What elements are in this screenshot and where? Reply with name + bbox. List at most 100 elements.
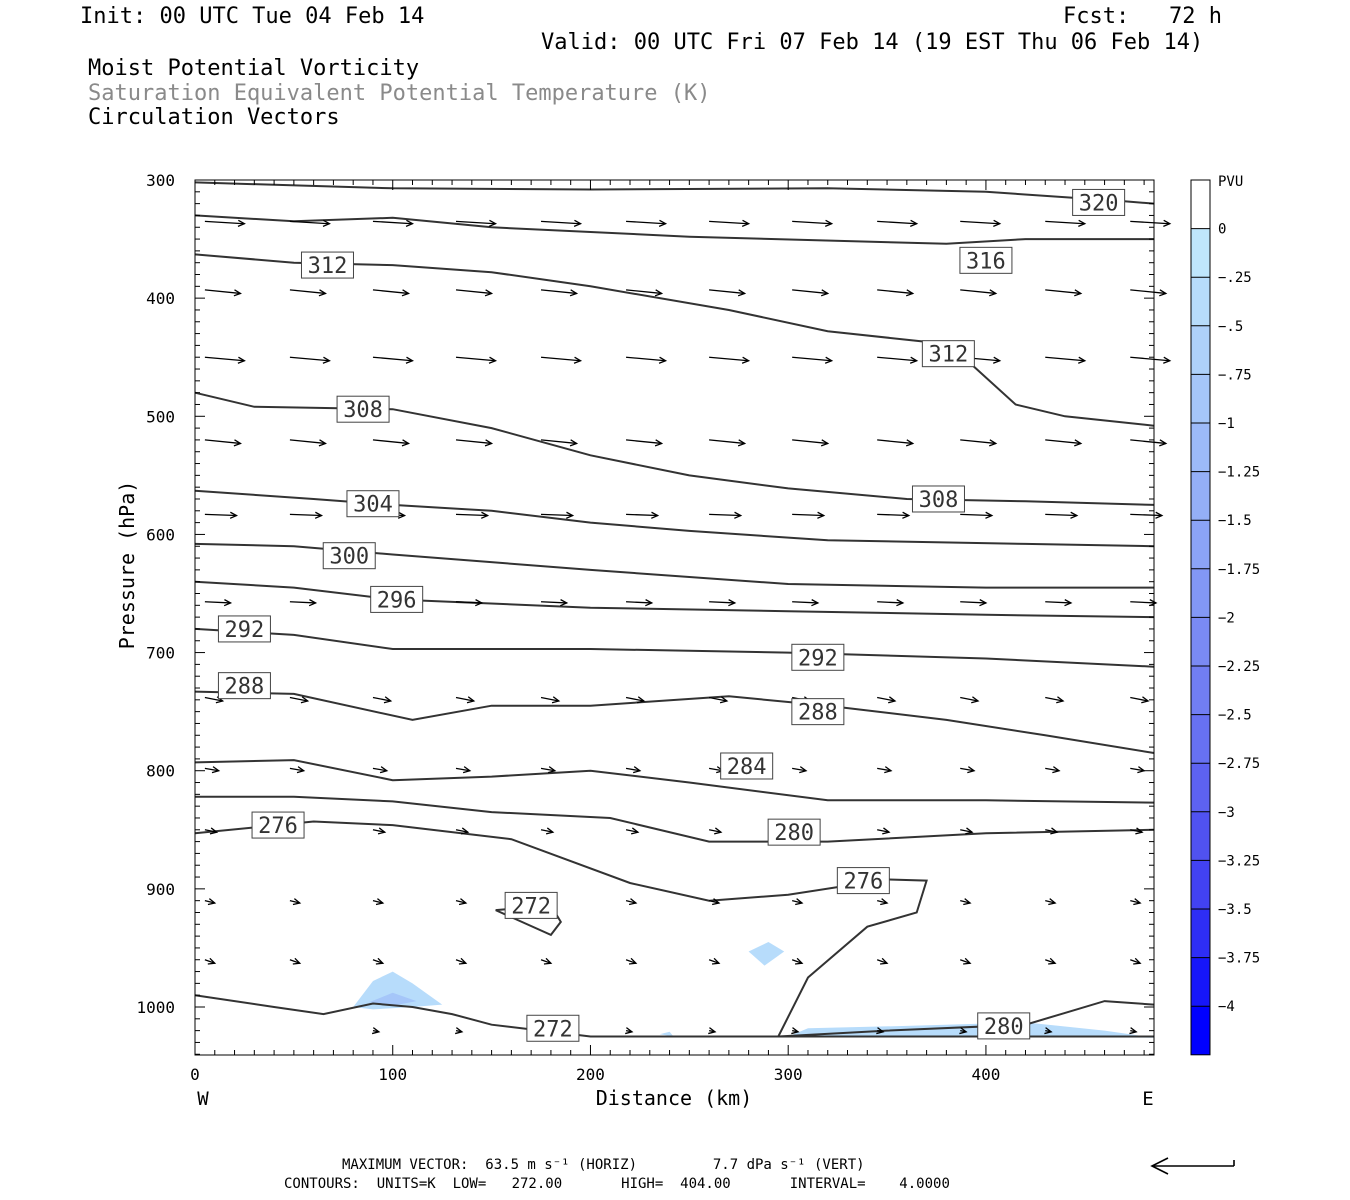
vector-arrowhead <box>1056 696 1065 704</box>
east-label: E <box>1142 1088 1153 1110</box>
vector-arrowhead <box>1050 827 1059 835</box>
vector-arrowhead <box>896 599 905 607</box>
colorbar-unit: PVU <box>1218 174 1243 190</box>
contour-label: 312 <box>928 343 968 368</box>
contour-line <box>194 489 1155 548</box>
circulation-vector <box>204 959 215 964</box>
circulation-vector <box>792 767 807 772</box>
vector-arrowhead <box>480 511 490 519</box>
contour-label-box <box>959 246 1013 274</box>
vector-arrowhead <box>799 766 808 774</box>
vector-arrowhead <box>902 511 911 519</box>
vector-arrowhead <box>237 219 246 227</box>
contour-label-box <box>322 542 376 570</box>
vector-arrowhead <box>560 599 569 607</box>
circulation-vector <box>1130 696 1149 702</box>
circulation-vector <box>1045 900 1056 904</box>
circulation-vector <box>877 829 890 833</box>
contour-line <box>194 759 1155 804</box>
circulation-vector <box>625 356 666 362</box>
vector-arrowhead <box>383 696 393 704</box>
vector-arrowhead <box>636 696 646 704</box>
plot-frame <box>194 179 1155 1056</box>
circulation-vector <box>455 900 467 904</box>
colorbar-tick-label: −1 <box>1218 416 1235 432</box>
contour-line <box>194 542 1154 589</box>
circulation-vector <box>709 513 741 517</box>
contour-label-box <box>346 490 400 518</box>
contour-label-box <box>791 698 845 726</box>
vector-arrowhead <box>820 289 830 297</box>
contour-label-box <box>217 672 271 700</box>
vector-arrowhead <box>1048 957 1057 965</box>
colorbar-swatch <box>1191 909 1210 958</box>
contour-label-box <box>977 1012 1031 1040</box>
contour-line <box>778 1000 1155 1038</box>
pv-fill-region <box>748 942 785 966</box>
pv-fill-region <box>788 1022 1154 1038</box>
vector-arrowhead <box>466 696 476 704</box>
vector-arrowhead <box>1070 511 1079 519</box>
vector-arrowhead <box>401 289 411 297</box>
circulation-vector <box>625 439 662 445</box>
contour-label-box <box>370 585 424 613</box>
contour-label: 280 <box>774 821 814 846</box>
vector-arrowhead <box>573 219 583 227</box>
vector-arrowhead <box>543 957 553 965</box>
circulation-vector <box>289 959 301 964</box>
contour-label: 320 <box>1079 191 1119 216</box>
circulation-vector <box>204 601 231 604</box>
circulation-vector <box>1045 829 1058 833</box>
colorbar-swatch <box>1191 1006 1210 1055</box>
vector-arrowhead <box>882 827 891 835</box>
vector-arrowhead <box>651 511 660 519</box>
contour-info-note: CONTOURS: UNITS=K LOW= 272.00 HIGH= 404.… <box>284 1176 950 1192</box>
vector-arrowhead <box>458 898 468 906</box>
circulation-vector <box>626 513 658 517</box>
colorbar-swatch <box>1191 325 1210 375</box>
circulation-vector <box>372 220 413 225</box>
vector-arrowhead <box>876 1027 885 1035</box>
vector-arrowhead <box>741 219 751 227</box>
contour-label-box <box>767 818 821 846</box>
forecast-hour: Fcst: 72 h <box>1063 4 1222 29</box>
circulation-vector <box>455 601 482 604</box>
circulation-vector <box>1130 439 1166 445</box>
vector-arrowhead <box>573 356 583 364</box>
circulation-vector <box>1130 767 1145 772</box>
circulation-vector <box>877 220 917 225</box>
circulation-vector <box>1045 696 1064 702</box>
contour-label-box <box>921 340 975 368</box>
colorbar-tick-label: −2.25 <box>1218 659 1260 675</box>
colorbar-tick-label: −.25 <box>1218 270 1252 286</box>
contour-label: 308 <box>919 488 959 513</box>
circulation-vector <box>877 356 917 362</box>
vector-arrowhead <box>565 511 575 519</box>
field-title-3: Circulation Vectors <box>88 105 340 130</box>
circulation-vector <box>540 696 559 702</box>
vector-arrowhead <box>734 511 743 519</box>
circulation-vector <box>1045 959 1056 964</box>
circulation-vector <box>289 601 316 604</box>
vector-arrowhead <box>880 898 889 906</box>
circulation-vector <box>791 900 803 904</box>
reference-vector-arrow <box>1150 1157 1235 1175</box>
circulation-vector <box>877 601 903 604</box>
circulation-vector <box>1130 356 1170 362</box>
contour-label-box <box>336 395 390 423</box>
circulation-vector <box>791 959 803 964</box>
colorbar: PVU 0 −.25 −.5 −.75 −1 −1.25 −1.5 −1.75 −2 −2.25 −2… <box>1190 174 1260 1056</box>
vector-arrowhead <box>1129 1027 1138 1035</box>
circulation-vector <box>960 439 996 445</box>
vector-arrowhead <box>910 219 919 227</box>
circulation-vector <box>1045 439 1081 445</box>
circulation-vector <box>372 289 409 295</box>
vector-arrowhead <box>880 957 889 965</box>
vector-arrowhead <box>1133 957 1142 965</box>
colorbar-swatch <box>1191 714 1210 764</box>
circulation-vector <box>960 829 973 833</box>
colorbar-tick-label: −2 <box>1218 610 1235 626</box>
circulation-vector <box>792 601 818 604</box>
circulation-vector <box>626 601 652 604</box>
